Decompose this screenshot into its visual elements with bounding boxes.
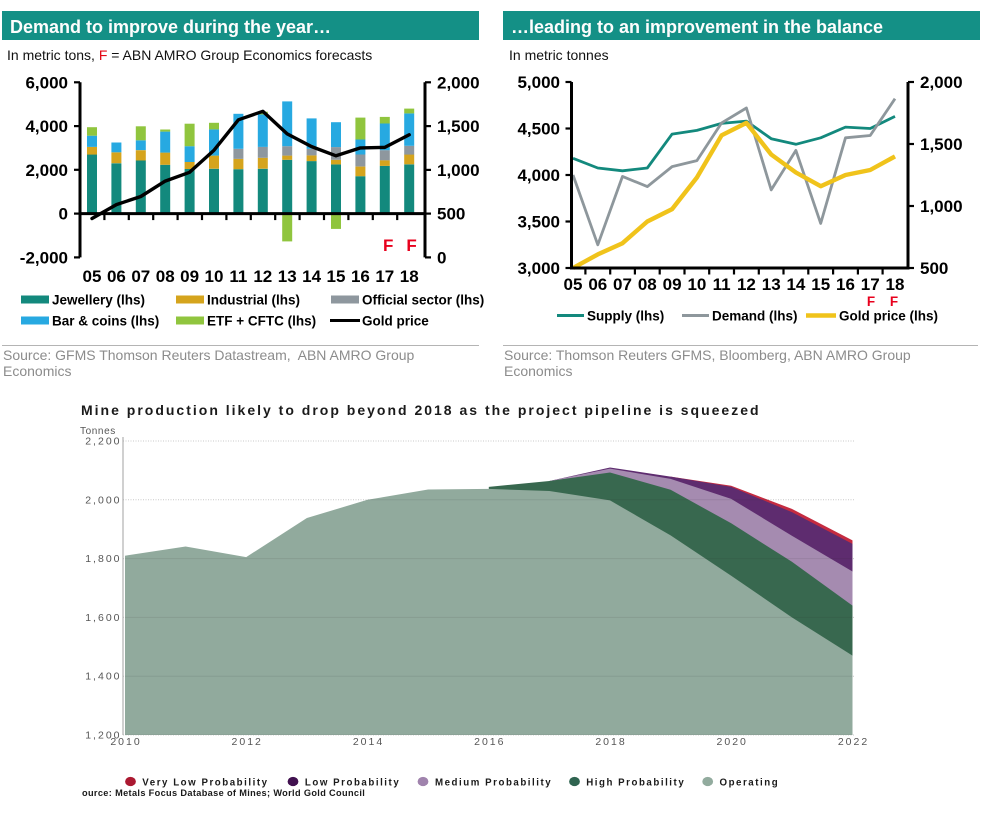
svg-text:Source: Thomson Reuters GFMS,: Source: Thomson Reuters GFMS, Bloomberg,…	[504, 347, 911, 363]
svg-text:10: 10	[205, 267, 224, 286]
svg-text:…leading to an improvement in: …leading to an improvement in the balanc…	[511, 17, 883, 37]
svg-text:ETF + CFTC (lhs): ETF + CFTC (lhs)	[207, 314, 316, 329]
svg-text:Source: GFMS Thomson Reuters D: Source: GFMS Thomson Reuters Datastream,…	[3, 347, 415, 363]
svg-text:0: 0	[437, 248, 446, 267]
svg-text:17: 17	[861, 275, 880, 294]
svg-text:2022: 2022	[838, 736, 869, 748]
svg-text:Low Probability: Low Probability	[305, 778, 400, 789]
svg-text:13: 13	[278, 267, 297, 286]
svg-text:Gold price (lhs): Gold price (lhs)	[839, 309, 938, 324]
svg-text:1,000: 1,000	[437, 161, 480, 180]
svg-text:2,000: 2,000	[437, 73, 480, 92]
svg-text:2018: 2018	[595, 736, 626, 748]
svg-text:2,000: 2,000	[85, 494, 121, 506]
svg-text:15: 15	[811, 275, 830, 294]
svg-text:2010: 2010	[110, 736, 141, 748]
svg-text:12: 12	[737, 275, 756, 294]
svg-text:13: 13	[762, 275, 781, 294]
svg-text:2016: 2016	[474, 736, 505, 748]
svg-text:09: 09	[180, 267, 199, 286]
svg-text:1,000: 1,000	[920, 197, 963, 216]
svg-text:1,500: 1,500	[437, 117, 480, 136]
svg-text:16: 16	[351, 267, 370, 286]
svg-text:3,500: 3,500	[517, 213, 560, 232]
svg-text:16: 16	[836, 275, 855, 294]
svg-text:05: 05	[564, 275, 583, 294]
svg-text:12: 12	[253, 267, 272, 286]
svg-text:2020: 2020	[717, 736, 748, 748]
svg-text:500: 500	[437, 205, 465, 224]
svg-text:1,500: 1,500	[920, 135, 963, 154]
svg-text:Medium Probability: Medium Probability	[435, 778, 552, 789]
svg-text:F: F	[867, 294, 875, 309]
svg-text:14: 14	[302, 267, 321, 286]
svg-text:1,200: 1,200	[85, 730, 121, 742]
svg-text:In metric tons, F = ABN AMRO G: In metric tons, F = ABN AMRO Group Econo…	[7, 47, 372, 63]
svg-text:06: 06	[107, 267, 126, 286]
svg-text:1,400: 1,400	[85, 671, 121, 683]
svg-text:11: 11	[229, 267, 247, 286]
svg-text:Gold price: Gold price	[362, 314, 429, 329]
svg-text:2,000: 2,000	[25, 161, 68, 180]
svg-text:4,000: 4,000	[517, 166, 560, 185]
svg-text:05: 05	[83, 267, 102, 286]
svg-text:Official sector (lhs): Official sector (lhs)	[362, 293, 484, 308]
svg-text:In metric tonnes: In metric tonnes	[509, 47, 609, 63]
svg-text:Supply (lhs): Supply (lhs)	[587, 309, 664, 324]
svg-text:18: 18	[886, 275, 905, 294]
svg-text:2014: 2014	[353, 736, 384, 748]
svg-text:Demand to improve during the y: Demand to improve during the year…	[10, 17, 331, 37]
svg-text:15: 15	[327, 267, 346, 286]
svg-text:4,500: 4,500	[517, 120, 560, 139]
svg-text:-2,000: -2,000	[20, 248, 68, 267]
svg-text:07: 07	[613, 275, 632, 294]
svg-text:Industrial (lhs): Industrial (lhs)	[207, 293, 300, 308]
svg-text:F: F	[890, 294, 898, 309]
svg-text:High Probability: High Probability	[586, 778, 685, 789]
svg-text:Mine production likely to drop: Mine production likely to drop beyond 20…	[81, 402, 761, 418]
svg-text:18: 18	[400, 267, 419, 286]
svg-text:08: 08	[156, 267, 175, 286]
svg-text:Economics: Economics	[3, 363, 71, 379]
svg-text:500: 500	[920, 259, 948, 278]
svg-text:F: F	[383, 236, 393, 255]
svg-text:2012: 2012	[232, 736, 263, 748]
svg-text:14: 14	[786, 275, 805, 294]
svg-text:3,000: 3,000	[517, 259, 560, 278]
svg-text:08: 08	[638, 275, 657, 294]
svg-text:0: 0	[59, 205, 68, 224]
svg-text:Tonnes: Tonnes	[80, 426, 116, 437]
svg-text:F: F	[406, 236, 416, 255]
svg-text:17: 17	[375, 267, 394, 286]
svg-text:Very Low Probability: Very Low Probability	[142, 778, 268, 789]
svg-text:07: 07	[131, 267, 150, 286]
svg-text:1,800: 1,800	[85, 553, 121, 565]
svg-text:2,200: 2,200	[85, 436, 121, 448]
svg-text:09: 09	[663, 275, 682, 294]
svg-text:ource: Metals Focus Database o: ource: Metals Focus Database of Mines; W…	[82, 788, 365, 798]
svg-text:1,600: 1,600	[85, 612, 121, 624]
svg-text:06: 06	[588, 275, 607, 294]
svg-text:Operating: Operating	[720, 778, 780, 789]
svg-text:10: 10	[687, 275, 706, 294]
svg-text:6,000: 6,000	[25, 73, 68, 92]
svg-text:Jewellery (lhs): Jewellery (lhs)	[52, 293, 145, 308]
svg-text:4,000: 4,000	[25, 117, 68, 136]
svg-text:5,000: 5,000	[517, 73, 560, 92]
svg-text:Economics: Economics	[504, 363, 572, 379]
svg-text:2,000: 2,000	[920, 73, 963, 92]
svg-text:Bar & coins (lhs): Bar & coins (lhs)	[52, 314, 159, 329]
svg-text:11: 11	[713, 275, 731, 294]
svg-text:Demand (lhs): Demand (lhs)	[712, 309, 798, 324]
